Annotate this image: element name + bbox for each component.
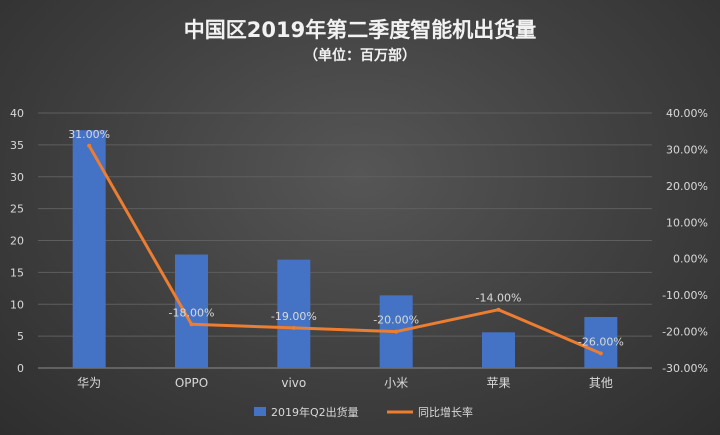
x-tick-label: 小米 bbox=[384, 376, 408, 390]
data-label-4: -14.00% bbox=[476, 292, 522, 305]
y-right-tick-label: 20.00% bbox=[666, 180, 708, 193]
y-left-tick-label: 10 bbox=[10, 298, 24, 311]
y-left-tick-label: 25 bbox=[10, 203, 24, 216]
y-left-tick-label: 40 bbox=[10, 107, 24, 120]
x-tick-label: 其他 bbox=[589, 376, 613, 390]
growth-point-5 bbox=[598, 351, 603, 356]
y-right-tick-label: 0.00% bbox=[673, 253, 708, 266]
data-label-5: -26.00% bbox=[578, 335, 624, 348]
bar-2 bbox=[277, 259, 311, 368]
growth-point-2 bbox=[291, 325, 296, 330]
data-label-3: -20.00% bbox=[373, 314, 419, 327]
growth-line bbox=[87, 144, 603, 355]
x-tick-label: 苹果 bbox=[486, 376, 510, 390]
y-left-tick-label: 20 bbox=[10, 235, 24, 248]
growth-point-1 bbox=[189, 322, 194, 327]
bar-0 bbox=[72, 130, 106, 368]
chart-title: 中国区2019年第二季度智能机出货量 bbox=[183, 18, 537, 42]
x-tick-label: 华为 bbox=[77, 376, 101, 390]
y-right-tick-label: -30.00% bbox=[662, 362, 708, 375]
bar-4 bbox=[482, 332, 515, 368]
legend-line-label: 同比增长率 bbox=[418, 405, 473, 419]
y-left-tick-label: 30 bbox=[10, 171, 24, 184]
y-right-tick-label: 40.00% bbox=[666, 107, 708, 120]
y-left-tick-label: 35 bbox=[10, 139, 24, 152]
x-tick-label: vivo bbox=[281, 376, 306, 390]
bar-1 bbox=[175, 254, 208, 368]
y-left-tick-label: 0 bbox=[17, 362, 24, 375]
x-tick-label: OPPO bbox=[175, 376, 208, 390]
y-left-tick-label: 15 bbox=[10, 266, 24, 279]
y-left-tick-label: 5 bbox=[17, 330, 24, 343]
data-label-2: -19.00% bbox=[271, 310, 317, 323]
y-right-tick-label: -10.00% bbox=[662, 289, 708, 302]
growth-point-4 bbox=[496, 307, 501, 312]
growth-point-0 bbox=[87, 143, 92, 148]
data-label-1: -18.00% bbox=[169, 306, 215, 319]
legend-bar-label: 2019年Q2出货量 bbox=[271, 405, 359, 419]
y-right-tick-label: -20.00% bbox=[662, 326, 708, 339]
growth-point-3 bbox=[394, 329, 399, 334]
y-right-tick-label: 30.00% bbox=[666, 143, 708, 156]
legend-bar-swatch bbox=[254, 407, 266, 416]
y-right-tick-label: 10.00% bbox=[666, 216, 708, 229]
data-label-0: 31.00% bbox=[68, 128, 110, 141]
chart-subtitle: （单位：百万部） bbox=[304, 48, 416, 64]
bar-5 bbox=[584, 317, 618, 368]
